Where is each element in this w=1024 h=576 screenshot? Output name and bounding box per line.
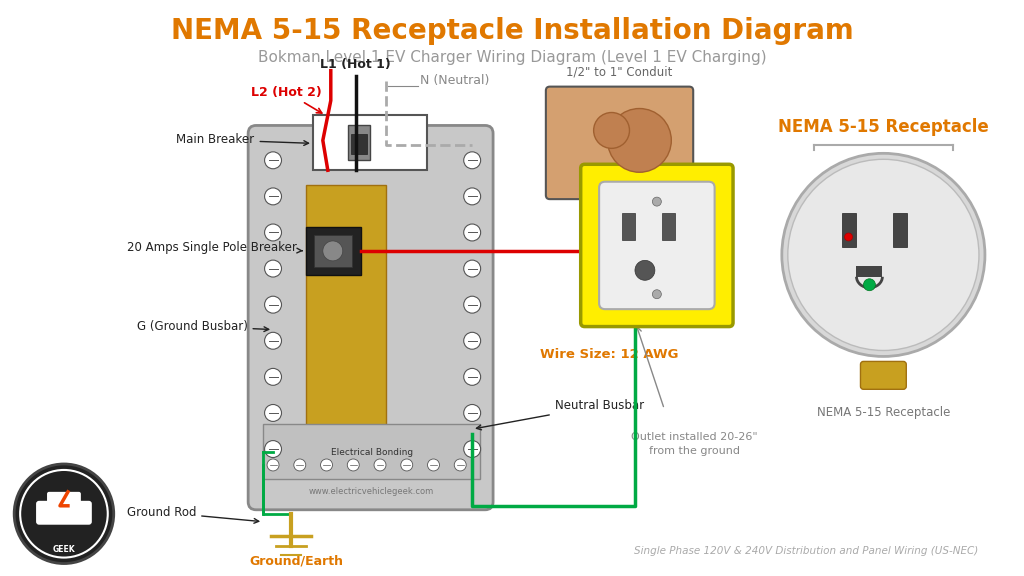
Circle shape [264,224,282,241]
Circle shape [863,279,876,291]
Circle shape [374,459,386,471]
Bar [856,266,883,277]
Circle shape [264,260,282,277]
Circle shape [781,153,985,357]
Text: L2 (Hot 2): L2 (Hot 2) [251,86,322,113]
Text: 20 Amps Single Pole Breaker: 20 Amps Single Pole Breaker [127,241,302,254]
Text: G: G [857,193,865,203]
Circle shape [464,260,480,277]
Text: Outlet installed 20-26"
from the ground: Outlet installed 20-26" from the ground [631,433,758,456]
FancyBboxPatch shape [599,181,715,309]
Text: NEMA 5-15 Receptacle: NEMA 5-15 Receptacle [778,119,989,137]
FancyBboxPatch shape [860,361,906,389]
Text: ELECTRIC VEHICLE: ELECTRIC VEHICLE [39,571,89,576]
Text: L1 (Hot 1): L1 (Hot 1) [321,58,391,71]
Circle shape [464,296,480,313]
FancyBboxPatch shape [47,492,81,510]
Circle shape [464,152,480,169]
Circle shape [264,152,282,169]
Text: Neutral Busbar: Neutral Busbar [476,399,644,430]
Circle shape [607,108,672,172]
Bar [314,235,351,267]
Circle shape [464,441,480,457]
Bar [622,213,635,240]
FancyBboxPatch shape [581,164,733,327]
Circle shape [464,404,480,422]
Text: Electrical Bonding: Electrical Bonding [331,448,413,457]
FancyBboxPatch shape [546,86,693,199]
Circle shape [845,233,853,241]
Circle shape [635,260,655,281]
Circle shape [787,160,979,350]
Circle shape [264,441,282,457]
Text: www.electricvehiclegeek.com: www.electricvehiclegeek.com [309,487,434,497]
Text: Main Breaker: Main Breaker [176,134,308,146]
Bar [306,227,360,275]
Circle shape [464,369,480,385]
Text: Ground/Earth: Ground/Earth [249,555,343,567]
Text: Single Phase 120V & 240V Distribution and Panel Wiring (US-NEC): Single Phase 120V & 240V Distribution an… [634,545,978,556]
FancyBboxPatch shape [248,126,494,510]
Circle shape [323,241,343,261]
Circle shape [347,459,359,471]
Circle shape [464,188,480,205]
Bar [893,213,907,247]
Bar [348,126,370,160]
Circle shape [14,464,114,563]
Circle shape [594,112,630,149]
Bar [313,116,427,170]
Text: NEMA 5-15 Receptacle Installation Diagram: NEMA 5-15 Receptacle Installation Diagra… [171,17,853,45]
Circle shape [321,459,333,471]
Circle shape [464,224,480,241]
Circle shape [652,197,662,206]
Bar [662,213,675,240]
Circle shape [264,332,282,349]
Text: N (Neutral): N (Neutral) [421,74,489,87]
Text: Ground Rod: Ground Rod [127,506,259,523]
Bar [263,424,480,479]
Bar [306,185,386,464]
Text: 1/2" to 1" Conduit: 1/2" to 1" Conduit [566,66,673,79]
Circle shape [455,459,466,471]
Circle shape [267,459,279,471]
Circle shape [652,290,662,299]
Text: G (Ground Busbar): G (Ground Busbar) [136,320,268,332]
Circle shape [264,296,282,313]
Text: GEEK: GEEK [52,545,76,554]
Circle shape [264,404,282,422]
Text: W: W [907,193,919,203]
Circle shape [427,459,439,471]
Text: Wire Size: 12 AWG: Wire Size: 12 AWG [541,348,679,361]
Circle shape [264,369,282,385]
Circle shape [464,332,480,349]
FancyBboxPatch shape [36,501,92,525]
Bar [350,134,367,154]
Text: NEMA 5-15 Receptacle: NEMA 5-15 Receptacle [817,406,950,419]
Bar [842,213,855,247]
Text: Bokman Level 1 EV Charger Wiring Diagram (Level 1 EV Charging): Bokman Level 1 EV Charger Wiring Diagram… [258,50,766,65]
Circle shape [294,459,306,471]
Circle shape [400,459,413,471]
Circle shape [264,188,282,205]
